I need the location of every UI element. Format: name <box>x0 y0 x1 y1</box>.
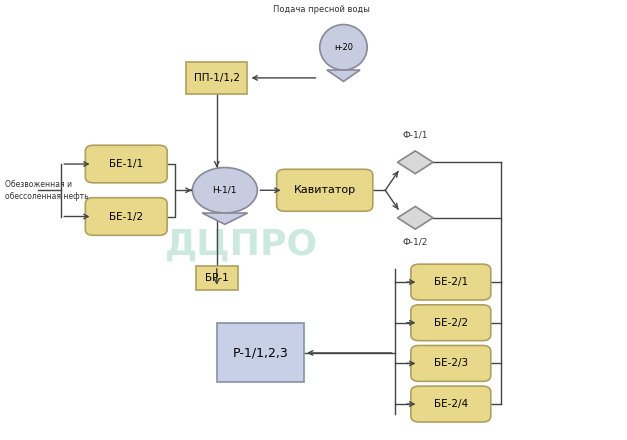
Text: Обезвоженная и
обессоленная нефть: Обезвоженная и обессоленная нефть <box>5 180 89 201</box>
FancyBboxPatch shape <box>411 345 491 381</box>
Text: Подача пресной воды: Подача пресной воды <box>273 5 370 14</box>
Text: ПП-1/1,2: ПП-1/1,2 <box>194 73 240 83</box>
Polygon shape <box>398 206 433 229</box>
Polygon shape <box>202 213 248 224</box>
FancyBboxPatch shape <box>411 264 491 300</box>
Text: Ф-1/2: Ф-1/2 <box>403 238 428 247</box>
Bar <box>218 323 303 382</box>
FancyBboxPatch shape <box>85 145 167 183</box>
Text: БЕ-1/2: БЕ-1/2 <box>109 212 144 221</box>
FancyBboxPatch shape <box>277 169 373 211</box>
Text: БЕ-2/3: БЕ-2/3 <box>434 359 468 368</box>
Polygon shape <box>398 151 433 174</box>
Text: БЕ-2/2: БЕ-2/2 <box>434 318 468 328</box>
Text: Кавитатор: Кавитатор <box>293 185 356 195</box>
Bar <box>186 62 247 94</box>
Ellipse shape <box>320 25 367 70</box>
Text: БЕ-1/1: БЕ-1/1 <box>109 159 144 169</box>
FancyBboxPatch shape <box>411 305 491 341</box>
FancyBboxPatch shape <box>411 386 491 422</box>
Text: ДЦПРО: ДЦПРО <box>165 227 319 261</box>
Bar <box>196 266 238 290</box>
Text: Р-1/1,2,3: Р-1/1,2,3 <box>233 346 288 359</box>
Text: Н-1/1: Н-1/1 <box>213 186 237 195</box>
Polygon shape <box>327 70 360 81</box>
Circle shape <box>192 168 257 213</box>
Text: БР-1: БР-1 <box>205 273 229 283</box>
Text: БЕ-2/4: БЕ-2/4 <box>434 399 468 409</box>
Text: н-20: н-20 <box>334 43 353 52</box>
Text: Ф-1/1: Ф-1/1 <box>403 131 428 140</box>
FancyBboxPatch shape <box>85 198 167 235</box>
Text: БЕ-2/1: БЕ-2/1 <box>434 277 468 287</box>
